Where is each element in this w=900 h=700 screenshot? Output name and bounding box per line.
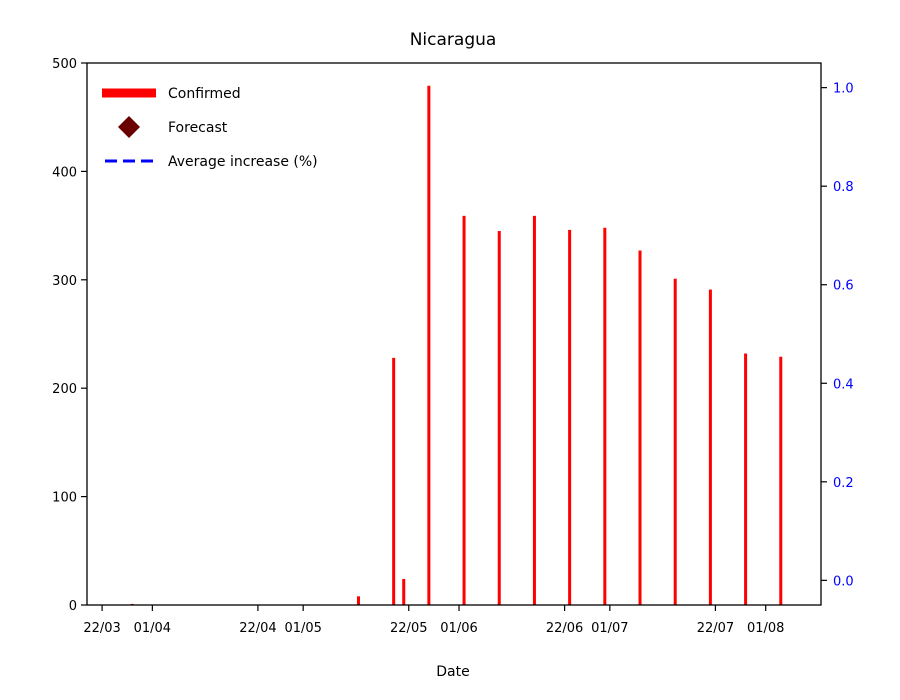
- bar-confirmed: [402, 578, 406, 605]
- y-tick-label: 400: [52, 165, 77, 180]
- bar-confirmed: [673, 278, 677, 605]
- bar-confirmed: [779, 356, 783, 605]
- x-tick-label: 01/04: [134, 621, 171, 636]
- y2-tick-label: 0.6: [833, 279, 854, 294]
- bar-confirmed: [708, 289, 712, 605]
- bar-confirmed: [532, 215, 536, 605]
- y-tick-label: 500: [52, 57, 77, 72]
- legend-label: Confirmed: [168, 86, 241, 102]
- y-tick-label: 0: [69, 599, 77, 614]
- x-tick-label: 22/03: [83, 621, 120, 636]
- bar-confirmed: [568, 229, 572, 605]
- x-axis-label: Date: [436, 664, 469, 680]
- x-tick-label: 01/05: [284, 621, 321, 636]
- bar-confirmed: [744, 353, 748, 605]
- y-axis-left: 0 100 200 300 400 500: [52, 57, 87, 614]
- x-tick-label: 22/05: [390, 621, 427, 636]
- bars-layer: [130, 85, 783, 606]
- y2-tick-label: 0.0: [833, 574, 854, 589]
- legend-label: Forecast: [168, 120, 228, 136]
- bar-confirmed: [392, 357, 396, 605]
- y2-tick-label: 1.0: [833, 82, 854, 97]
- y-tick-label: 300: [52, 274, 77, 289]
- x-tick-label: 22/06: [546, 621, 583, 636]
- y-axis-right: 0.0 0.2 0.4 0.6 0.8 1.0: [821, 82, 854, 589]
- bar-confirmed: [603, 227, 607, 605]
- plot-frame: [86, 62, 822, 606]
- x-tick-label: 22/04: [239, 621, 276, 636]
- bar-confirmed: [638, 250, 642, 606]
- y2-tick-label: 0.4: [833, 377, 854, 392]
- legend: Confirmed Forecast Average increase (%): [102, 86, 318, 170]
- bar-confirmed: [427, 85, 431, 606]
- x-tick-label: 22/07: [697, 621, 734, 636]
- x-tick-label: 01/08: [747, 621, 784, 636]
- bar-confirmed: [356, 596, 360, 605]
- x-tick-label: 01/07: [591, 621, 628, 636]
- y2-tick-label: 0.8: [833, 180, 854, 195]
- x-tick-label: 01/06: [440, 621, 477, 636]
- bar-confirmed: [462, 215, 466, 605]
- bar-confirmed: [497, 231, 501, 605]
- chart-title: Nicaragua: [410, 30, 497, 50]
- y2-tick-label: 0.2: [833, 476, 854, 491]
- y-tick-label: 200: [52, 382, 77, 397]
- x-axis: 22/03 01/04 22/04 01/05 22/05 01/06 22/06 01/07…: [83, 605, 784, 636]
- legend-swatch-forecast: [118, 116, 140, 138]
- y-tick-label: 100: [52, 491, 77, 506]
- legend-label: Average increase (%): [168, 154, 318, 170]
